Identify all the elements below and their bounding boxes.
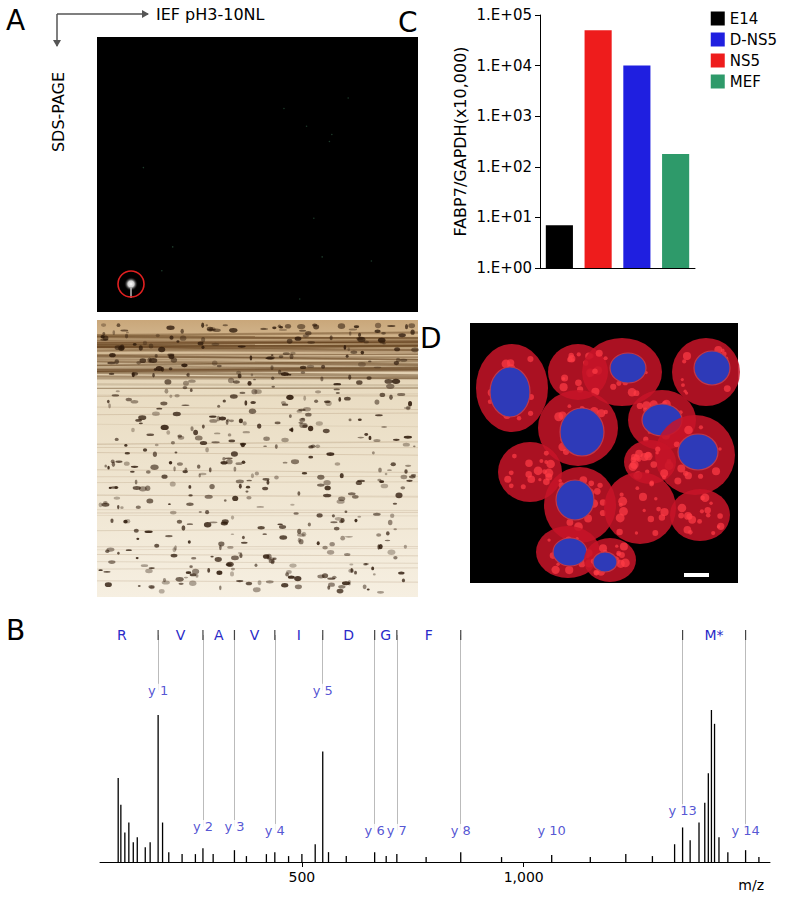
svg-text:D: D xyxy=(343,627,354,643)
svg-text:M*: M* xyxy=(705,627,724,643)
svg-text:I: I xyxy=(297,627,301,643)
svg-text:R: R xyxy=(117,627,127,643)
svg-text:C: C xyxy=(398,6,418,39)
svg-text:A: A xyxy=(6,4,25,37)
svg-text:1.E+05: 1.E+05 xyxy=(477,6,532,24)
svg-text:m/z: m/z xyxy=(738,877,764,893)
svg-text:y 4: y 4 xyxy=(265,823,285,838)
svg-text:1.E+03: 1.E+03 xyxy=(477,107,532,125)
svg-text:y 2: y 2 xyxy=(193,819,213,834)
svg-text:B: B xyxy=(6,614,25,647)
svg-text:D: D xyxy=(420,322,442,355)
svg-text:G: G xyxy=(380,627,391,643)
svg-text:E14: E14 xyxy=(730,10,759,28)
svg-text:F: F xyxy=(425,627,433,643)
svg-text:A: A xyxy=(214,627,224,643)
svg-text:1.E+01: 1.E+01 xyxy=(477,208,532,226)
svg-text:MEF: MEF xyxy=(730,73,761,91)
svg-text:1,000: 1,000 xyxy=(504,869,544,885)
svg-text:y 10: y 10 xyxy=(538,823,566,838)
svg-text:D-NS5: D-NS5 xyxy=(730,31,777,49)
svg-text:y 3: y 3 xyxy=(224,819,244,834)
svg-text:500: 500 xyxy=(289,869,316,885)
svg-text:1.E+02: 1.E+02 xyxy=(477,158,532,176)
svg-text:FABP7/GAPDH(x10,000): FABP7/GAPDH(x10,000) xyxy=(451,46,470,236)
svg-text:1.E+04: 1.E+04 xyxy=(477,57,532,75)
svg-text:IEF pH3-10NL: IEF pH3-10NL xyxy=(156,5,265,24)
svg-text:V: V xyxy=(176,627,186,643)
svg-text:SDS-PAGE: SDS-PAGE xyxy=(49,72,68,152)
svg-text:1.E+00: 1.E+00 xyxy=(477,259,532,277)
svg-text:V: V xyxy=(250,627,260,643)
svg-text:y 8: y 8 xyxy=(451,823,471,838)
svg-text:y 1: y 1 xyxy=(148,683,168,698)
svg-text:y 14: y 14 xyxy=(731,823,759,838)
svg-text:y 13: y 13 xyxy=(668,803,696,818)
svg-text:y 5: y 5 xyxy=(313,683,333,698)
svg-text:NS5: NS5 xyxy=(730,52,760,70)
svg-text:y 6: y 6 xyxy=(365,823,385,838)
svg-text:y 7: y 7 xyxy=(387,823,407,838)
